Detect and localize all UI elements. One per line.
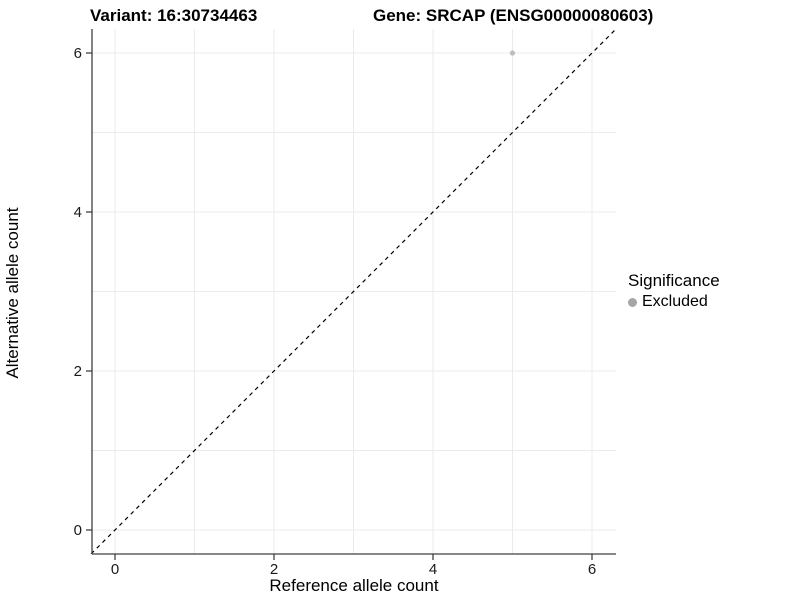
identity-dashed-line — [90, 28, 617, 555]
legend-point-swatch-icon — [628, 297, 637, 307]
legend-title: Significance — [628, 271, 720, 290]
x-tick-label: 0 — [111, 561, 119, 578]
legend-item-excluded: Excluded — [628, 293, 720, 311]
y-tick-label: 4 — [74, 204, 82, 221]
x-tick-label: 2 — [270, 561, 278, 578]
plot-title-gene: Gene: SRCAP (ENSG00000080603) — [373, 6, 654, 25]
y-tick-label: 2 — [74, 363, 82, 380]
y-axis-title: Alternative allele count — [3, 207, 22, 379]
x-tick-label: 6 — [588, 561, 596, 578]
x-tick-label: 4 — [429, 561, 437, 578]
x-axis-title: Reference allele count — [269, 576, 439, 595]
legend: Significance Excluded — [628, 271, 720, 311]
data-point — [509, 50, 516, 56]
legend-item-label: Excluded — [642, 293, 708, 310]
y-tick-label: 0 — [74, 522, 82, 539]
plot-title-variant: Variant: 16:30734463 — [90, 6, 258, 25]
y-tick-label: 6 — [74, 45, 82, 62]
